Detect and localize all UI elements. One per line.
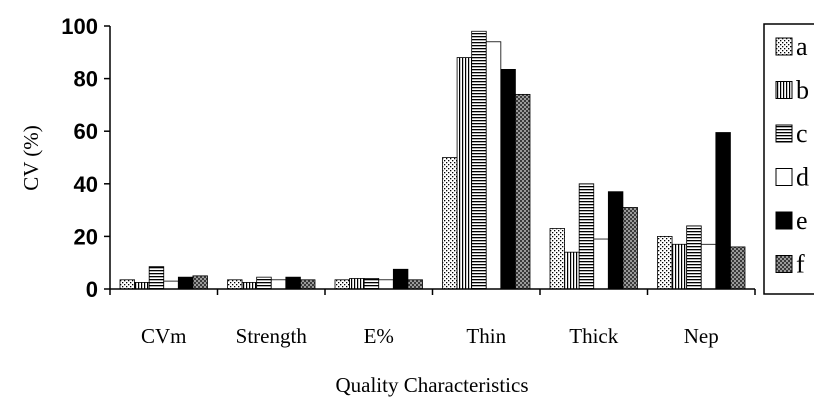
bar-f-strength bbox=[300, 279, 316, 290]
legend-box bbox=[763, 23, 814, 295]
bar-d-thin bbox=[485, 41, 502, 290]
x-tick-label: CVm bbox=[141, 324, 187, 348]
bar-d-cvm bbox=[163, 280, 179, 290]
y-tick-label: 40 bbox=[74, 172, 98, 197]
legend-swatch-e bbox=[775, 211, 793, 230]
bar-e-nep bbox=[715, 132, 731, 290]
bar-f-nep bbox=[730, 246, 746, 290]
legend-swatch-b bbox=[775, 81, 793, 99]
bar-d-e bbox=[378, 279, 394, 290]
bar-b-nep bbox=[671, 243, 688, 290]
legend-label-d: d bbox=[796, 163, 809, 192]
legend-label-a: a bbox=[796, 32, 808, 61]
y-tick-label: 20 bbox=[74, 224, 98, 249]
legend-label-f: f bbox=[796, 250, 805, 279]
plot-area bbox=[119, 30, 746, 290]
bar-f-cvm bbox=[192, 275, 208, 290]
bar-b-e bbox=[349, 278, 365, 290]
y-axis-ticks: 0 20 40 60 80 100 bbox=[61, 14, 111, 302]
bar-e-strength bbox=[285, 276, 301, 290]
bar-b-thick bbox=[564, 251, 580, 290]
x-axis-title: Quality Characteristics bbox=[335, 373, 528, 397]
bar-c-thin bbox=[471, 30, 487, 290]
bar-c-thick bbox=[578, 183, 595, 290]
bar-b-strength bbox=[241, 282, 258, 290]
legend-swatch-a bbox=[775, 37, 793, 56]
x-axis-ticks: CVm Strength E% Thin Thick Nep bbox=[109, 288, 756, 348]
bar-e-thick bbox=[607, 191, 624, 290]
bar-c-e bbox=[363, 278, 380, 290]
bar-f-thin bbox=[515, 93, 531, 290]
x-tick-label: Nep bbox=[684, 324, 719, 348]
y-tick-label: 60 bbox=[74, 119, 98, 144]
legend-swatch-d bbox=[775, 168, 793, 186]
x-tick-label: Thin bbox=[466, 324, 506, 348]
bar-f-e bbox=[407, 279, 423, 290]
y-axis-title: CV (%) bbox=[19, 125, 43, 191]
bar-b-cvm bbox=[134, 282, 150, 290]
bar-a-e bbox=[334, 279, 350, 290]
legend-label-b: b bbox=[796, 76, 809, 105]
bar-d-nep bbox=[700, 243, 717, 290]
x-tick-label: E% bbox=[364, 324, 394, 348]
legend-label-c: c bbox=[796, 119, 808, 148]
bar-e-e bbox=[392, 268, 409, 290]
bar-f-thick bbox=[622, 207, 638, 290]
y-tick-label: 0 bbox=[86, 277, 98, 302]
bar-a-thin bbox=[442, 157, 458, 290]
x-tick-label: Thick bbox=[569, 324, 618, 348]
bar-c-nep bbox=[686, 225, 702, 290]
bar-c-strength bbox=[256, 276, 272, 290]
bar-e-cvm bbox=[177, 276, 194, 290]
bar-d-thick bbox=[593, 238, 609, 290]
bar-a-nep bbox=[657, 235, 673, 290]
bar-d-strength bbox=[270, 279, 287, 290]
legend-label-e: e bbox=[796, 206, 808, 235]
legend-swatch-c bbox=[775, 124, 793, 143]
x-tick-label: Strength bbox=[236, 324, 308, 348]
bar-e-thin bbox=[500, 68, 516, 290]
bar-a-thick bbox=[549, 228, 565, 290]
bar-b-thin bbox=[456, 57, 473, 290]
y-tick-label: 80 bbox=[74, 67, 98, 92]
bar-a-cvm bbox=[119, 279, 135, 290]
legend-swatch-f bbox=[775, 255, 793, 273]
y-tick-label: 100 bbox=[61, 14, 98, 39]
bar-c-cvm bbox=[148, 266, 165, 290]
bar-a-strength bbox=[227, 279, 243, 290]
